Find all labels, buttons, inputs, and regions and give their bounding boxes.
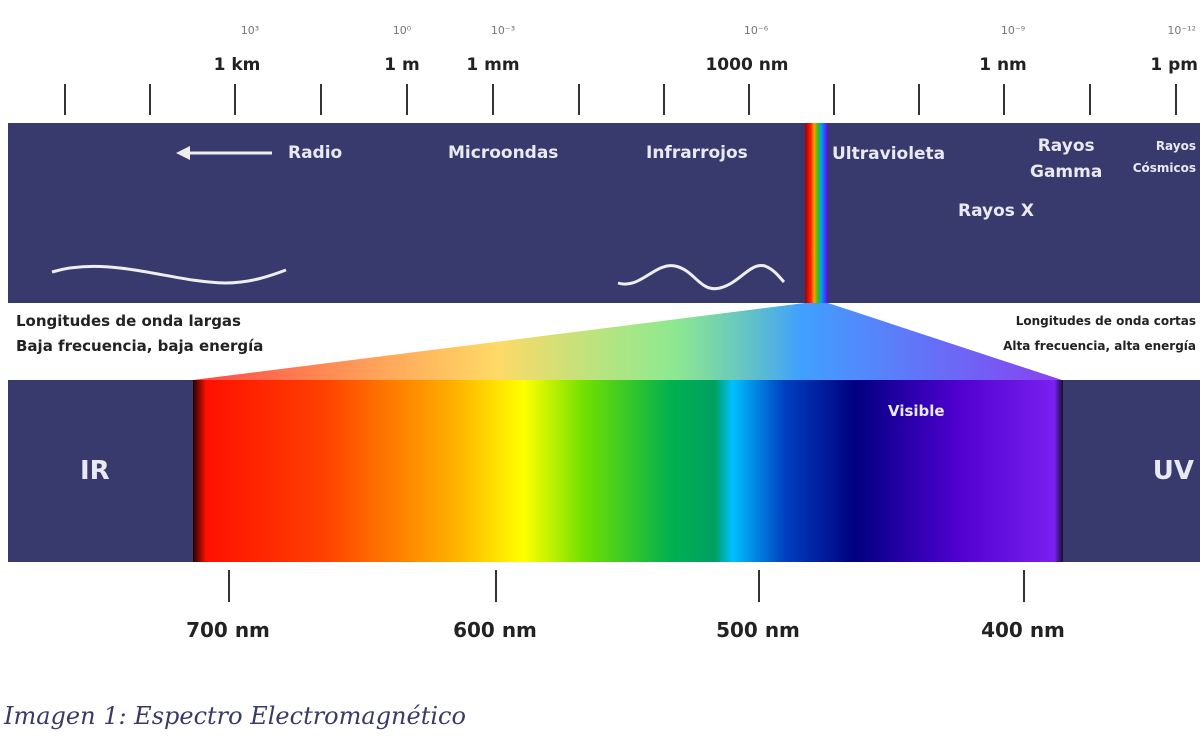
scale-tick xyxy=(406,84,408,115)
wavelength-tick xyxy=(495,570,497,602)
exponent-label: 10⁻⁹ xyxy=(1000,24,1026,37)
unit-label: 1 nm xyxy=(979,55,1027,75)
label-ir: IR xyxy=(80,456,110,486)
wavelength-label: 600 nm xyxy=(453,618,537,642)
scale-tick xyxy=(578,84,580,115)
exponent-label: 10⁻³ xyxy=(490,24,516,37)
long-wave-line2: Baja frecuencia, baja energía xyxy=(16,337,264,355)
scale-tick xyxy=(1003,84,1005,115)
unit-label: 1 pm xyxy=(1150,55,1198,75)
wavelength-label: 700 nm xyxy=(186,618,270,642)
unit-label: 1 mm xyxy=(466,55,520,75)
unit-label: 1000 nm xyxy=(705,55,789,75)
visible-spectrum xyxy=(193,380,1063,562)
long-wave-line1: Longitudes de onda largas xyxy=(16,312,241,330)
label-rayos-gamma: Rayos Gamma xyxy=(1030,136,1103,182)
wavelength-label: 400 nm xyxy=(981,618,1065,642)
wavelength-tick xyxy=(1023,570,1025,602)
exponent-label: 10³ xyxy=(240,24,260,37)
exponent-label: 10⁻⁶ xyxy=(743,24,769,37)
exponent-label: 10⁰ xyxy=(392,24,412,37)
label-ultravioleta: Ultravioleta xyxy=(832,144,946,164)
scale-tick xyxy=(663,84,665,115)
scale-tick xyxy=(1175,84,1177,115)
unit-label: 1 km xyxy=(213,55,261,75)
label-infrarrojos: Infrarrojos xyxy=(646,143,748,163)
long-wave-note: Longitudes de onda largas Baja frecuenci… xyxy=(16,309,263,359)
label-visible: Visible xyxy=(888,402,945,420)
label-microondas: Microondas xyxy=(448,143,559,163)
long-wave-icon xyxy=(51,264,287,285)
rainbow-strip xyxy=(805,123,828,303)
wavelength-tick xyxy=(758,570,760,602)
label-radio: Radio xyxy=(288,143,343,163)
scale-tick xyxy=(320,84,322,115)
short-wave-note: Longitudes de onda cortas Alta frecuenci… xyxy=(1003,309,1196,359)
wavelength-label: 500 nm xyxy=(716,618,800,642)
label-rayos-cosmicos: Rayos Cósmicos xyxy=(1132,139,1196,175)
label-uv: UV xyxy=(1152,456,1194,486)
short-wave-line2: Alta frecuencia, alta energía xyxy=(1003,339,1196,353)
scale-tick xyxy=(918,84,920,115)
scale-tick xyxy=(833,84,835,115)
figure-caption: Imagen 1: Espectro Electromagnético xyxy=(4,702,466,730)
scale-tick xyxy=(748,84,750,115)
arrow-head-icon xyxy=(176,146,190,160)
unit-label: 1 m xyxy=(384,55,420,75)
exponent-label: 10⁻¹² xyxy=(1167,24,1196,37)
scale-tick xyxy=(492,84,494,115)
short-wave-icon xyxy=(617,264,786,291)
dispersion-fan xyxy=(193,303,1062,380)
wavelength-tick xyxy=(228,570,230,602)
scale-tick xyxy=(64,84,66,115)
scale-tick xyxy=(1089,84,1091,115)
scale-tick xyxy=(149,84,151,115)
label-rayos-x: Rayos X xyxy=(958,201,1034,221)
short-wave-line1: Longitudes de onda cortas xyxy=(1015,314,1196,328)
scale-tick xyxy=(234,84,236,115)
